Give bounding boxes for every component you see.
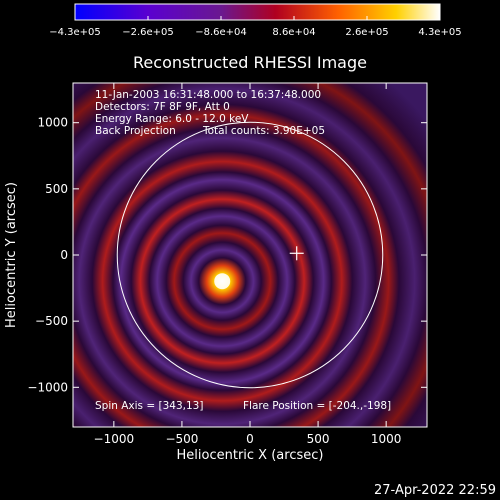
y-axis-title: Heliocentric Y (arcsec) xyxy=(4,182,19,328)
y-tick-label: 500 xyxy=(45,182,68,196)
y-tick-label: 0 xyxy=(60,248,68,262)
chart-title: Reconstructed RHESSI Image xyxy=(133,53,367,72)
x-axis: −1000 −500 0 500 1000 xyxy=(94,83,402,446)
annotation-time-range: 11-Jan-2003 16:31:48.000 to 16:37:48.000 xyxy=(95,89,321,101)
x-axis-title: Heliocentric X (arcsec) xyxy=(177,448,324,463)
colorbar-tick-label: 4.3e+05 xyxy=(418,27,461,38)
y-tick-label: −500 xyxy=(35,314,68,328)
annotation-flare-position: Flare Position = [-204.,-198] xyxy=(243,400,391,412)
y-tick-label: 1000 xyxy=(37,116,68,130)
x-tick-label: 1000 xyxy=(371,432,402,446)
colorbar-ticks: −4.3e+05 −2.6e+05 −8.6e+04 8.6e+04 2.6e+05 4.… xyxy=(49,16,462,38)
colorbar-tick-label: −2.6e+05 xyxy=(122,27,174,38)
image-area xyxy=(73,83,427,427)
annotation-spin-axis: Spin Axis = [343,13] xyxy=(95,400,203,412)
colorbar-tick-label: −8.6e+04 xyxy=(195,27,247,38)
x-tick-label: 0 xyxy=(246,432,254,446)
annotation-detectors: Detectors: 7F 8F 9F, Att 0 xyxy=(95,101,230,113)
flare-source xyxy=(214,273,231,290)
annotation-energy-range: Energy Range: 6.0 - 12.0 keV xyxy=(95,113,249,125)
solar-limb-circle xyxy=(116,121,384,389)
x-tick-label: −500 xyxy=(165,432,198,446)
spin-axis-marker xyxy=(289,246,304,261)
x-tick-label: 500 xyxy=(307,432,330,446)
colorbar-tick-label: 8.6e+04 xyxy=(272,27,315,38)
annotation-method: Back Projection xyxy=(95,125,176,137)
annotation-total-counts: Total counts: 3.90E+05 xyxy=(202,125,325,137)
colorbar-tick-label: −4.3e+05 xyxy=(49,27,101,38)
colorbar-tick-label: 2.6e+05 xyxy=(345,27,388,38)
y-axis: 1000 500 0 −500 −1000 xyxy=(27,116,427,394)
y-tick-label: −1000 xyxy=(27,380,68,394)
timestamp-footer: 27-Apr-2022 22:59 xyxy=(374,483,496,498)
x-tick-label: −1000 xyxy=(94,432,135,446)
colorbar xyxy=(74,3,441,21)
